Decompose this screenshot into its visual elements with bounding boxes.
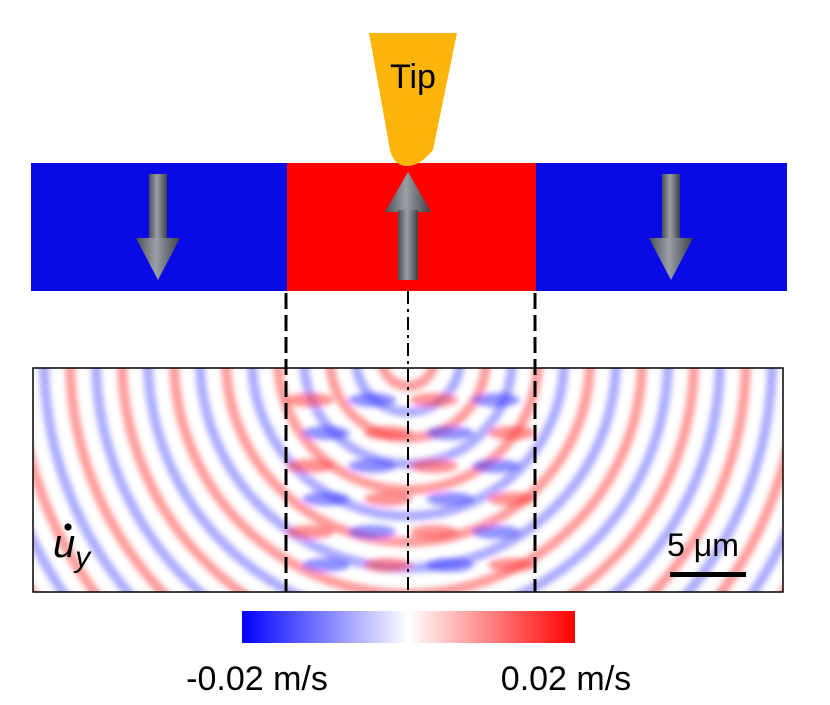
colorbar-max-label: 0.02 m/s (501, 660, 631, 698)
dot-accent-icon (64, 523, 72, 531)
colorbar-gradient (242, 611, 575, 643)
tip-label: Tip (390, 58, 436, 96)
polarization-arrow-center (385, 172, 431, 280)
symbol-subscript: y (73, 541, 92, 574)
colorbar-min-label: -0.02 m/s (186, 660, 328, 698)
colorbar: -0.02 m/s 0.02 m/s (186, 611, 631, 698)
scale-bar-line (670, 572, 746, 577)
symbol-base: u (53, 522, 75, 566)
velocity-symbol: uy (53, 522, 92, 574)
svg-text:uy: uy (53, 522, 92, 574)
domain-right (536, 163, 787, 291)
tip-icon (369, 33, 457, 166)
domain-wall-guide-lines (284, 291, 537, 592)
scale-bar: 5 μm (667, 527, 746, 577)
polarization-arrow-right (649, 174, 693, 280)
polarization-arrow-left (136, 174, 180, 280)
scale-bar-label: 5 μm (667, 527, 739, 563)
tip: Tip (369, 33, 457, 166)
